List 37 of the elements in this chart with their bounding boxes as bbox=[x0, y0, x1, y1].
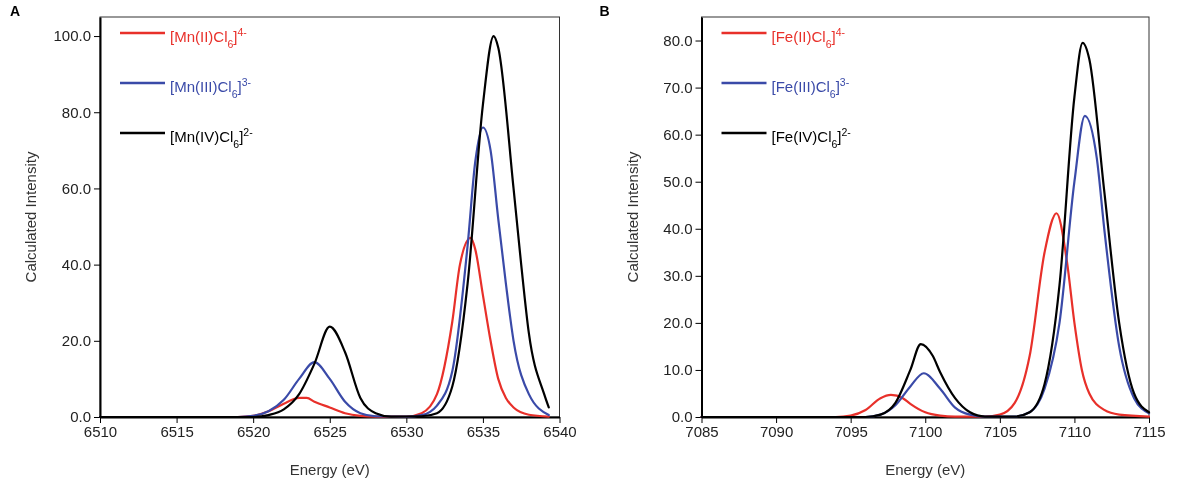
legend-label: [Mn(II)Cl$_{6}$]$^{4-}$ bbox=[170, 26, 248, 50]
legend-label: [Mn(III)Cl$_{6}$]$^{3-}$ bbox=[170, 76, 252, 100]
chart-title: B bbox=[599, 3, 610, 19]
y-tick-label: 80.0 bbox=[61, 103, 91, 121]
y-tick-label: 70.0 bbox=[663, 78, 693, 96]
x-tick-label: 6515 bbox=[160, 422, 194, 440]
legend-label: [Fe(III)Cl$_{6}$]$^{3-}$ bbox=[771, 76, 850, 100]
y-tick-label: 20.0 bbox=[663, 314, 693, 332]
x-tick-label: 6540 bbox=[543, 422, 577, 440]
x-tick-label: 7115 bbox=[1133, 422, 1166, 440]
x-axis-title: Energy (eV) bbox=[289, 461, 370, 478]
x-tick-label: 7105 bbox=[983, 422, 1018, 440]
y-tick-label: 10.0 bbox=[663, 361, 693, 379]
legend-label: [Fe(II)Cl$_{6}$]$^{4-}$ bbox=[771, 26, 846, 50]
x-tick-label: 7095 bbox=[834, 422, 868, 440]
legend-label: [Mn(IV)Cl$_{6}$]$^{2-}$ bbox=[170, 126, 254, 150]
chart-title: A bbox=[10, 3, 21, 19]
y-tick-label: 30.0 bbox=[663, 267, 693, 285]
y-tick-label: 80.0 bbox=[663, 31, 693, 49]
x-tick-label: 7110 bbox=[1058, 422, 1092, 440]
y-tick-label: 20.0 bbox=[61, 332, 91, 350]
x-tick-label: 7100 bbox=[909, 422, 943, 440]
y-tick-label: 40.0 bbox=[61, 255, 91, 273]
x-tick-label: 7090 bbox=[759, 422, 794, 440]
x-tick-label: 6520 bbox=[236, 422, 271, 440]
y-axis-title: Calculated Intensity bbox=[22, 151, 39, 283]
y-tick-label: 60.0 bbox=[61, 179, 91, 197]
x-tick-label: 6535 bbox=[466, 422, 501, 440]
x-tick-label: 6525 bbox=[313, 422, 347, 440]
y-tick-label: 50.0 bbox=[663, 173, 693, 191]
y-tick-label: 40.0 bbox=[663, 220, 693, 238]
legend-label: [Fe(IV)Cl$_{6}$]$^{2-}$ bbox=[771, 126, 852, 150]
y-axis-title: Calculated Intensity bbox=[623, 151, 641, 283]
y-tick-label: 100.0 bbox=[53, 27, 91, 45]
x-axis-title: Energy (eV) bbox=[885, 461, 966, 478]
y-tick-label: 60.0 bbox=[663, 125, 693, 143]
x-tick-label: 6530 bbox=[390, 422, 424, 440]
